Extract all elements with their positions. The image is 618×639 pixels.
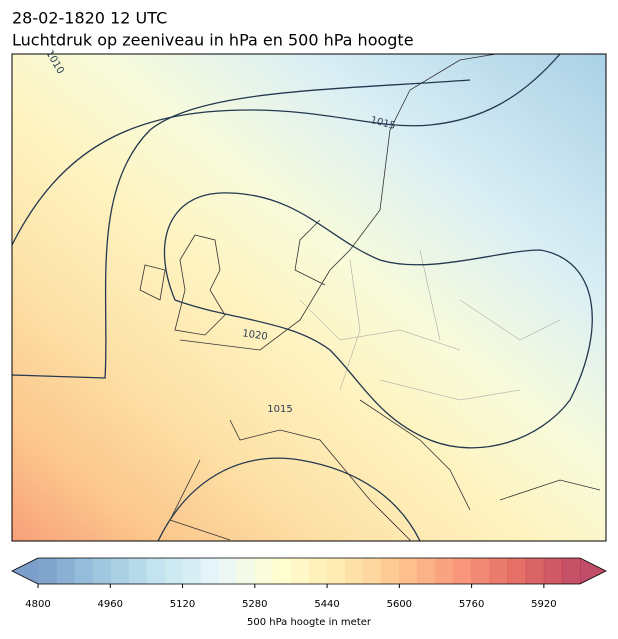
colorbar-band	[164, 558, 183, 584]
colorbar-tick-label: 5440	[314, 599, 339, 610]
contour-label: 1020	[242, 328, 269, 342]
colorbar-band	[110, 558, 129, 584]
title: 28-02-1820 12 UTC	[12, 9, 167, 28]
isobar	[157, 457, 421, 541]
borders	[299, 249, 561, 401]
colorbar-band	[56, 558, 75, 584]
map	[12, 54, 606, 541]
colorbar-band	[182, 558, 201, 584]
colorbar-band	[309, 558, 328, 584]
colorbar-band	[471, 558, 490, 584]
colorbar-band	[561, 558, 581, 584]
colorbar-band	[489, 558, 509, 584]
colorbar-tick-label: 4800	[25, 599, 50, 610]
colorbar-tick-label: 5920	[531, 599, 556, 610]
map-frame	[11, 53, 607, 542]
colorbar-band	[363, 558, 382, 584]
height-field	[12, 54, 606, 541]
colorbar-band	[417, 558, 436, 584]
colorbar-band	[92, 558, 111, 584]
colorbar-tick-label: 5600	[387, 599, 412, 610]
colorbar-band	[290, 558, 310, 584]
colorbar-band	[200, 558, 219, 584]
colorbar-band	[218, 558, 238, 584]
isobar	[12, 54, 561, 246]
colorbar: 4800 4960 5120 5280 5440 5600 5760 5920	[11, 557, 607, 610]
isobar	[163, 192, 593, 449]
colorbar-band	[74, 558, 93, 584]
colorbar-band	[128, 558, 147, 584]
colorbar-band	[453, 558, 472, 584]
colorbar-band	[381, 558, 400, 584]
colorbar-band	[236, 558, 256, 584]
colorbar-band	[399, 558, 418, 584]
colorbar-band	[507, 558, 527, 584]
isobar	[12, 79, 471, 379]
colorbar-tick-label: 5280	[242, 599, 267, 610]
colorbar-band	[146, 558, 165, 584]
colorbar-band	[345, 558, 364, 584]
colorbar-tick-label: 4960	[98, 599, 123, 610]
colorbar-tick-label: 5760	[459, 599, 484, 610]
colorbar-band	[254, 558, 274, 584]
colorbar-band	[38, 558, 57, 584]
subtitle: Luchtdruk op zeeniveau in hPa en 500 hPa…	[12, 31, 414, 50]
colorbar-band	[327, 558, 346, 584]
colorbar-label: 500 hPa hoogte in meter	[247, 617, 372, 628]
colorbar-band	[435, 558, 454, 584]
colorbar-extend-high	[580, 558, 606, 584]
colorbar-outline	[11, 557, 607, 585]
colorbar-tick-label: 5120	[170, 599, 195, 610]
colorbar-band	[272, 558, 292, 584]
contour-label: 1015	[267, 404, 292, 415]
colorbar-extend-low	[12, 558, 38, 584]
colorbar-band	[525, 558, 545, 584]
colorbar-band	[543, 558, 563, 584]
